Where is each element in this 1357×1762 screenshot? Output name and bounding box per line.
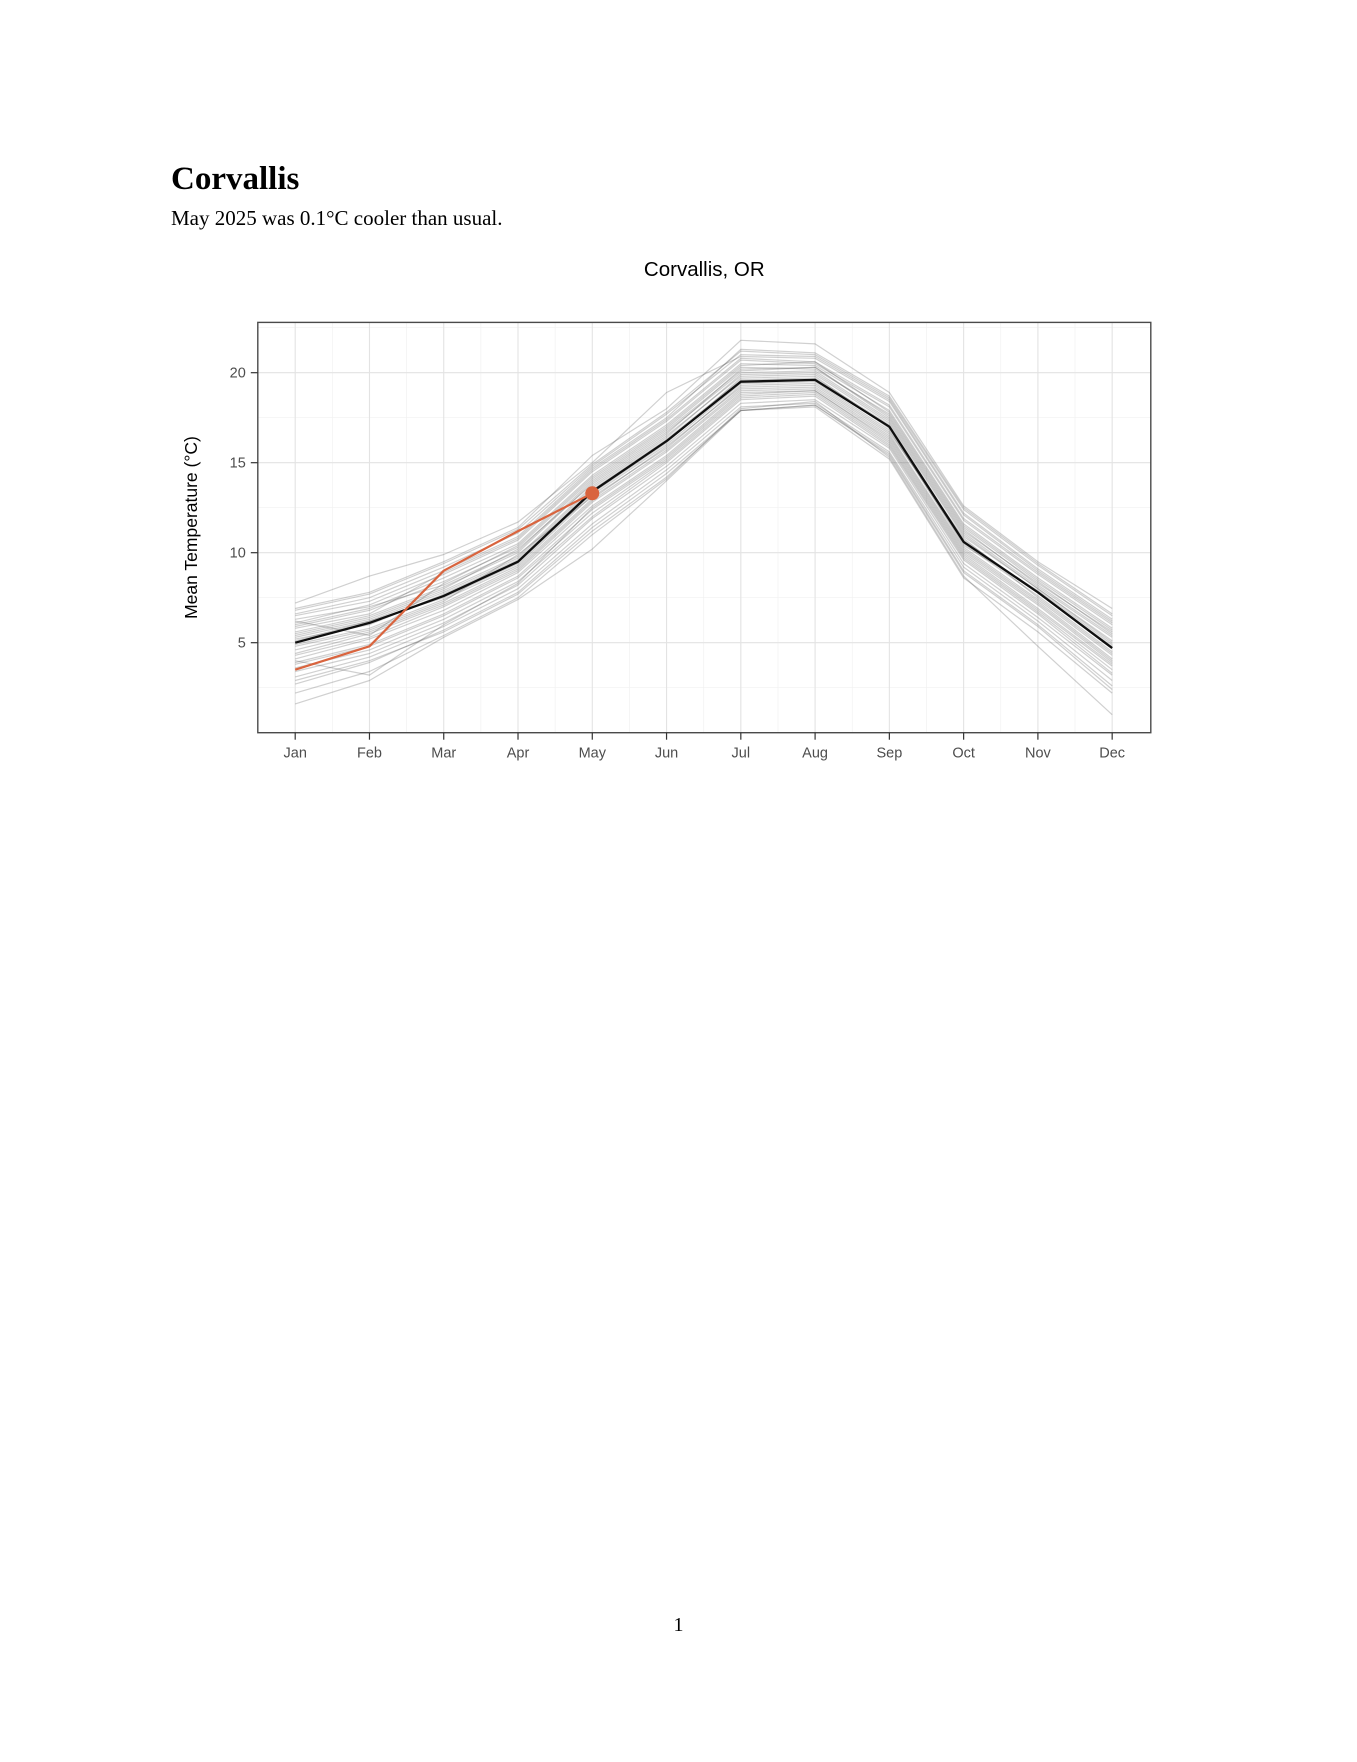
x-tick-label: May xyxy=(579,746,607,762)
x-tick-label: Feb xyxy=(357,746,382,762)
history-year-line xyxy=(295,402,1113,681)
history-year-line xyxy=(294,355,1113,622)
x-tick-label: Dec xyxy=(1099,746,1125,762)
grid-major xyxy=(257,322,1151,733)
y-axis: 5 10 15 20 xyxy=(230,366,258,652)
x-tick-label: Jun xyxy=(655,746,678,762)
history-year-line xyxy=(295,400,1113,716)
history-year-line xyxy=(295,372,1113,642)
history-year-line xyxy=(295,366,1113,635)
y-tick-label: 15 xyxy=(230,456,246,472)
history-year-line xyxy=(295,359,1113,626)
history-year-line xyxy=(295,399,1113,676)
history-year-line xyxy=(295,406,1113,705)
history-year-line xyxy=(295,366,1113,636)
history-year-line xyxy=(295,361,1113,637)
y-axis-title: Mean Temperature (°C) xyxy=(181,436,201,619)
history-year-line xyxy=(295,350,1113,617)
page-number: 1 xyxy=(673,1614,684,1636)
x-tick-label: Nov xyxy=(1025,746,1052,762)
history-year-line xyxy=(295,404,1113,690)
history-year-line xyxy=(295,384,1113,656)
mean-temperature-line xyxy=(294,378,1113,650)
history-year-line xyxy=(295,390,1113,663)
current-year-line xyxy=(294,492,593,671)
y-tick-label: 5 xyxy=(238,636,246,652)
page-title: Corvallis xyxy=(171,161,300,197)
current-month-point xyxy=(585,486,600,501)
history-year-line xyxy=(295,404,1113,687)
x-tick-label: Sep xyxy=(876,746,902,762)
x-tick-label: Oct xyxy=(952,746,975,762)
x-tick-label: Mar xyxy=(431,746,456,762)
history-year-line xyxy=(295,390,1113,676)
x-tick-label: Apr xyxy=(507,746,530,762)
x-tick-label: Aug xyxy=(802,746,828,762)
y-tick-label: 20 xyxy=(230,366,246,382)
subtitle-text: May 2025 was 0.1°C cooler than usual. xyxy=(171,206,503,230)
history-year-line xyxy=(295,388,1113,662)
x-axis: Jan Feb Mar Apr May Jun Jul Aug Sep Oct Nov Dec xyxy=(284,732,1125,762)
chart-title: Corvallis, OR xyxy=(644,258,765,281)
history-year-line xyxy=(295,391,1113,667)
panel-border xyxy=(257,321,1152,734)
history-year-line xyxy=(295,393,1113,671)
history-year-line xyxy=(295,357,1113,629)
history-year-line xyxy=(295,339,1113,610)
history-year-line xyxy=(295,382,1113,654)
x-tick-label: Jul xyxy=(732,746,751,762)
history-year-line xyxy=(295,348,1113,617)
history-year-line xyxy=(295,381,1113,653)
history-year-line xyxy=(295,395,1113,674)
history-year-line xyxy=(295,373,1113,644)
y-tick-label: 10 xyxy=(230,546,246,562)
x-tick-label: Jan xyxy=(284,746,307,762)
history-year-lines xyxy=(294,339,1113,716)
history-year-line xyxy=(295,370,1113,638)
history-year-line xyxy=(295,386,1113,660)
history-year-line xyxy=(295,366,1113,633)
history-year-line xyxy=(295,354,1113,620)
